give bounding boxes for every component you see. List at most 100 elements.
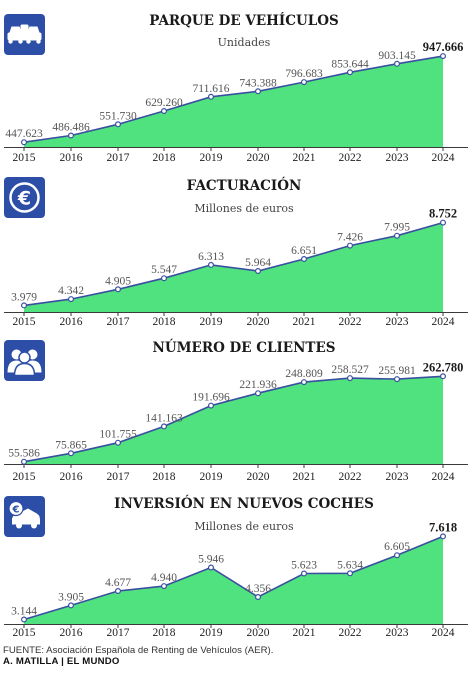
x-tick-label: 2017 (107, 471, 130, 483)
x-tick-label: 2024 (432, 316, 455, 328)
data-point (301, 79, 308, 86)
data-label: 551.730 (99, 110, 137, 122)
data-label: 4.940 (151, 572, 177, 584)
car-wheel (16, 522, 22, 529)
data-label: 486.486 (52, 122, 90, 134)
data-point (161, 275, 168, 282)
data-point (67, 132, 74, 139)
data-point (255, 88, 262, 95)
x-tick-label: 2016 (60, 627, 83, 639)
credit-line: A. MATILLA | EL MUNDO (3, 656, 120, 667)
data-label: 711.616 (193, 83, 230, 95)
data-label: 141.163 (145, 412, 183, 424)
data-label: 629.260 (145, 97, 183, 109)
x-tick-label: 2017 (107, 152, 130, 164)
data-label: 5.964 (245, 257, 271, 269)
data-label: 262.780 (423, 360, 464, 374)
data-point (208, 93, 215, 100)
x-tick-label: 2015 (13, 316, 36, 328)
chart-panel-3: NÚMERO DE CLIENTES 55.586 2015 75.865 2016 10… (4, 339, 468, 483)
x-tick-label: 2019 (200, 316, 223, 328)
data-point (347, 242, 354, 249)
data-point (394, 376, 401, 383)
x-tick-label: 2018 (153, 152, 176, 164)
data-label: 4.356 (245, 583, 271, 595)
data-label: 3.979 (11, 291, 37, 303)
data-label: 5.547 (151, 264, 177, 276)
x-tick-label: 2023 (386, 627, 409, 639)
chart-panel-4: € INVERSIÓN EN NUEVOS COCHES Millones de e… (4, 495, 468, 639)
car-roof (27, 26, 40, 33)
data-label: 191.696 (192, 392, 230, 404)
data-point (21, 458, 28, 465)
data-label: 4.342 (58, 285, 84, 297)
data-point (440, 53, 447, 60)
euro-glyph: € (12, 505, 20, 516)
x-tick-label: 2022 (339, 627, 362, 639)
x-tick-label: 2018 (153, 627, 176, 639)
cars-icon-glyph (7, 24, 42, 44)
data-label: 255.981 (378, 365, 416, 377)
data-label: 947.666 (423, 40, 464, 54)
x-tick-label: 2021 (293, 152, 316, 164)
car-body (7, 32, 24, 41)
data-point (161, 583, 168, 590)
chart-title: NÚMERO DE CLIENTES (153, 339, 336, 356)
clients-icon-glyph (7, 349, 42, 377)
person-head (18, 351, 31, 364)
data-label: 8.752 (429, 207, 457, 221)
data-label: 75.865 (55, 439, 87, 451)
x-tick-label: 2019 (200, 152, 223, 164)
euro-coin-icon-glyph: € (9, 182, 40, 213)
chart-title: FACTURACIÓN (187, 177, 302, 194)
data-point (440, 219, 447, 226)
chart-panel-1: PARQUE DE VEHÍCULOS Unidades 447.623 2015 48… (4, 13, 468, 164)
x-tick-label: 2020 (247, 316, 270, 328)
car-body (25, 32, 42, 41)
data-point (114, 286, 121, 293)
data-point (255, 268, 262, 275)
data-label: 7.995 (384, 222, 410, 234)
data-point (67, 450, 74, 457)
series-line (23, 375, 444, 463)
data-point (394, 60, 401, 67)
x-tick-label: 2016 (60, 316, 83, 328)
euro-car-icon-glyph: € (8, 500, 40, 529)
data-label: 853.644 (331, 58, 369, 70)
x-tick-label: 2016 (60, 152, 83, 164)
euro-glyph: € (17, 188, 31, 210)
data-point (440, 533, 447, 540)
x-tick-label: 2024 (432, 152, 455, 164)
x-tick-label: 2021 (293, 316, 316, 328)
coin-ring (9, 182, 40, 213)
data-label: 5.946 (198, 554, 224, 566)
data-point (208, 261, 215, 268)
data-point (440, 373, 447, 380)
data-point (161, 423, 168, 430)
data-label: 248.809 (285, 368, 323, 380)
data-point (255, 390, 262, 397)
chart-subtitle: Millones de euros (194, 202, 294, 215)
center-car (20, 24, 29, 41)
x-tick-label: 2019 (200, 471, 223, 483)
data-label: 258.527 (331, 364, 369, 376)
x-tick-label: 2020 (247, 152, 270, 164)
chart-title: PARQUE DE VEHÍCULOS (149, 13, 338, 29)
data-point (67, 602, 74, 609)
person-body (13, 362, 36, 377)
x-tick-label: 2022 (339, 316, 362, 328)
x-tick-label: 2016 (60, 471, 83, 483)
area-fill (24, 536, 443, 624)
x-tick-label: 2022 (339, 471, 362, 483)
data-label: 743.388 (239, 77, 277, 89)
x-tick-label: 2022 (339, 152, 362, 164)
data-label: 7.426 (337, 232, 363, 244)
x-tick-label: 2021 (293, 471, 316, 483)
x-tick-label: 2024 (432, 627, 455, 639)
x-tick-label: 2018 (153, 471, 176, 483)
data-point (301, 570, 308, 577)
data-label: 7.618 (429, 520, 457, 534)
x-tick-label: 2023 (386, 152, 409, 164)
car-wheel (8, 39, 13, 44)
